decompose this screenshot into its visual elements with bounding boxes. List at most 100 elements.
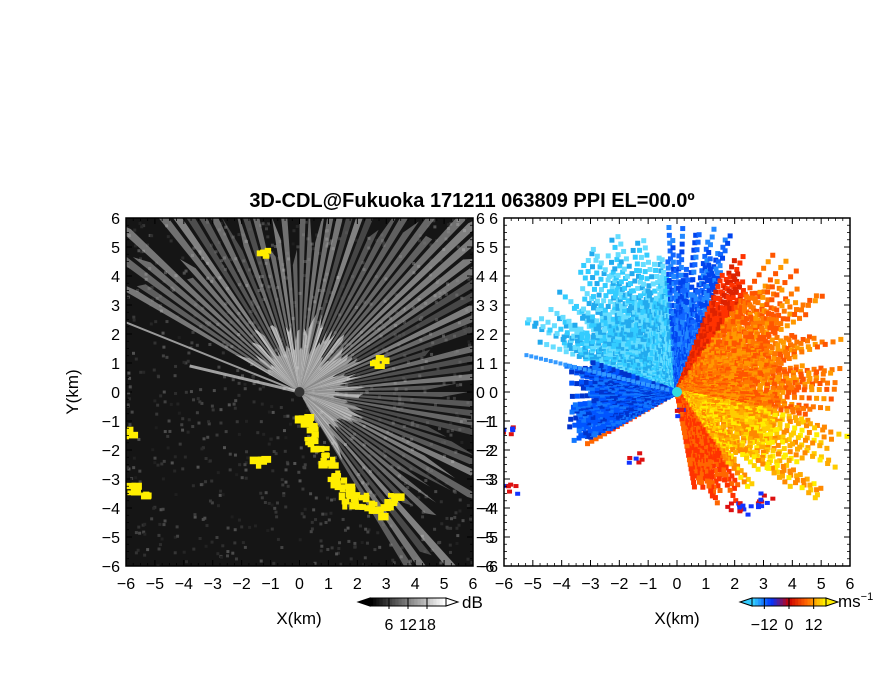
velocity-cell [651, 307, 657, 313]
velocity-cell [755, 345, 761, 351]
velocity-cell [602, 267, 608, 273]
noise-cell [263, 500, 267, 504]
noise-cell [220, 555, 224, 559]
velocity-cell [742, 291, 748, 297]
velocity-cell [574, 338, 580, 344]
y-axis-label: Y(km) [63, 369, 82, 414]
noise-cell [460, 440, 464, 444]
echo-beam [173, 218, 300, 392]
noise-cell [367, 514, 371, 518]
velocity-cell [648, 290, 654, 296]
noise-cell [450, 429, 454, 433]
velocity-cell [638, 321, 644, 327]
velocity-cell [647, 267, 653, 273]
velocity-cell [727, 346, 733, 352]
noise-cell [269, 437, 273, 441]
noise-cell [161, 507, 165, 511]
velocity-cell [771, 313, 777, 319]
velocity-cell [734, 428, 740, 434]
noise-cell [329, 291, 333, 295]
overlay-patch [298, 415, 309, 423]
noise-cell [430, 352, 434, 356]
echo-beam [299, 392, 457, 566]
overlay-patch [321, 452, 330, 458]
velocity-cell [759, 373, 765, 379]
velocity-cell [759, 441, 765, 447]
velocity-cell [684, 356, 690, 362]
velocity-cell [785, 346, 791, 352]
velocity-cell [830, 339, 836, 345]
velocity-cell [644, 276, 650, 282]
noise-cell [315, 233, 319, 237]
velocity-cell [570, 351, 576, 357]
noise-cell [142, 370, 146, 374]
noise-cell [202, 437, 206, 441]
overlay-patch [330, 480, 341, 489]
velocity-cell [689, 284, 695, 290]
velocity-cell [740, 452, 746, 458]
noise-cell [140, 225, 144, 229]
velocity-cell [653, 325, 659, 331]
noise-cell [233, 541, 237, 545]
noise-cell [264, 289, 268, 293]
noise-cell [284, 436, 288, 440]
noise-cell [461, 519, 465, 523]
reflectivity-axes: −6 −5 −4 −3 −2 −1 0 1 2 3 4 5 66 65 54 43 32 21 10 0−1 −1−2−… [102, 211, 495, 593]
y-tick-label: 6 [111, 211, 120, 228]
noise-cell [152, 506, 156, 510]
noise-cell [131, 351, 135, 355]
noise-cell [259, 559, 263, 563]
velocity-cell [813, 293, 819, 299]
velocity-cell [575, 341, 581, 347]
velocity-cell [787, 378, 793, 384]
velocity-cell [818, 485, 824, 491]
noise-cell [318, 288, 322, 292]
velocity-cell [788, 291, 794, 297]
velocity-cell [721, 368, 727, 374]
noise-cell [219, 408, 223, 412]
velocity-cell [712, 331, 718, 337]
velocity-cell [655, 331, 661, 337]
velocity-cell [539, 327, 545, 333]
noise-cell [156, 463, 160, 467]
echo-beam [199, 218, 300, 392]
echo-core [299, 373, 349, 392]
velocity-cell [655, 322, 661, 328]
noise-cell [309, 492, 313, 496]
noise-cell [314, 496, 318, 500]
noise-cell [301, 487, 305, 491]
overlay-patch [352, 492, 361, 499]
velocity-cell [557, 346, 563, 352]
velocity-cell [620, 345, 626, 351]
velocity-cell [736, 380, 742, 386]
y-tick-label-right: −4 [476, 501, 494, 518]
velocity-cell [586, 301, 592, 307]
noise-cell [235, 420, 239, 424]
velocity-cell [806, 373, 812, 379]
velocity-cell [686, 332, 692, 338]
noise-cell [395, 310, 399, 314]
noise-cell [211, 408, 215, 412]
velocity-cell [789, 385, 795, 391]
velocity-cell [798, 340, 804, 346]
noise-cell [266, 222, 270, 226]
velocity-cell [747, 382, 753, 388]
noise-cell [467, 277, 471, 281]
velocity-cell [753, 415, 759, 421]
noise-cell [258, 275, 262, 279]
velocity-cell [598, 276, 604, 282]
noise-cell [163, 430, 167, 434]
echo-beam [299, 218, 436, 392]
velocity-cell [561, 340, 567, 346]
left-x-axis-label: X(km) [276, 609, 321, 628]
velocity-cell [764, 324, 770, 330]
noise-cell [293, 301, 297, 305]
velocity-cell [749, 291, 755, 297]
velocity-cell [813, 378, 819, 384]
noise-cell [441, 334, 445, 338]
echo-core [270, 363, 300, 392]
velocity-cell [780, 316, 786, 322]
velocity-cell [612, 244, 618, 250]
noise-cell [177, 411, 181, 415]
